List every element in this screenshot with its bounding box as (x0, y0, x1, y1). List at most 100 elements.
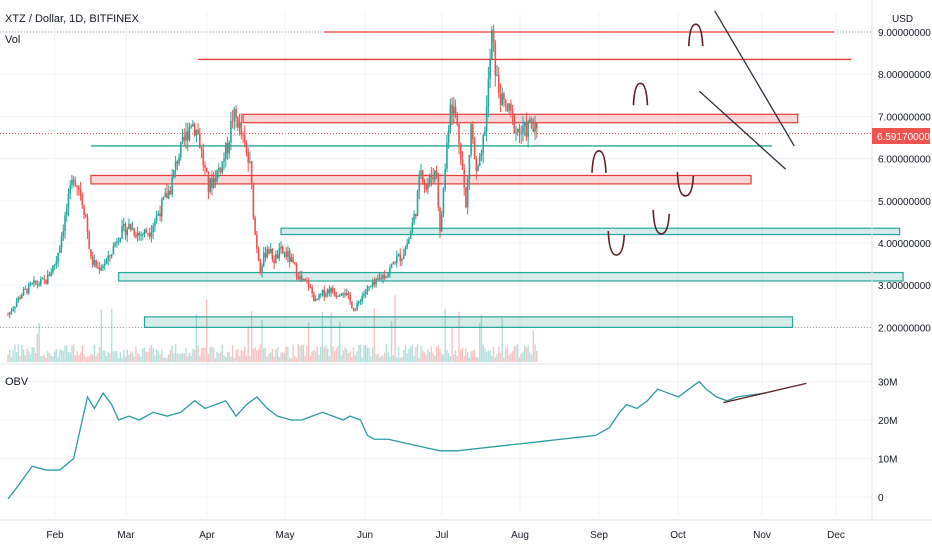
candle-body (342, 293, 345, 295)
drawn-arc[interactable] (607, 230, 626, 256)
candle-body (344, 293, 346, 296)
volume-bar (302, 344, 305, 362)
candle-body (472, 124, 474, 140)
trendline[interactable] (698, 90, 787, 170)
candle-body (174, 161, 177, 170)
candle-body (157, 213, 160, 216)
volume-bar (373, 308, 376, 362)
support-zone[interactable] (280, 227, 901, 236)
support-zone[interactable] (143, 316, 794, 329)
volume-bar (368, 347, 370, 362)
volume-bar (314, 351, 317, 362)
candle-body (121, 225, 123, 239)
volume-bar (311, 351, 313, 362)
resistance-zone[interactable] (242, 113, 799, 124)
volume-bar (389, 356, 391, 362)
volume-bar (110, 308, 113, 362)
candle-body (287, 250, 289, 258)
volume-bar (136, 352, 139, 362)
candle-body (140, 234, 142, 236)
price-levels[interactable] (90, 31, 904, 329)
volume-bar (256, 350, 258, 362)
candle-body (396, 256, 398, 264)
volume-bar (494, 357, 496, 362)
candle-body (439, 207, 441, 232)
candle-body (209, 178, 211, 192)
candle-body (347, 293, 350, 296)
candle-body (145, 229, 148, 234)
volume-bar (485, 352, 488, 362)
candle-body (504, 99, 507, 106)
volume-bar (351, 357, 353, 362)
volume-bar (340, 355, 343, 362)
volume-bar (358, 345, 360, 362)
candle-body (427, 184, 429, 190)
candle-body (84, 215, 87, 218)
candle-body (477, 165, 479, 171)
candle-body (454, 106, 457, 116)
candle-body (178, 157, 180, 164)
volume-bar (50, 355, 52, 362)
candle-body (166, 193, 168, 199)
volume-bar (342, 350, 344, 362)
obv-tick-label: 30M (878, 378, 897, 389)
drawn-arc[interactable] (591, 150, 607, 173)
drawn-arc[interactable] (652, 209, 670, 235)
candle-body (302, 278, 305, 281)
annotations[interactable] (591, 10, 795, 256)
candle-body (316, 298, 319, 300)
candle-body (338, 295, 341, 297)
candle-body (219, 168, 222, 173)
month-tick-label: Feb (46, 530, 64, 541)
volume-bar (107, 351, 109, 362)
candle-body (261, 266, 263, 274)
volume-bar (337, 346, 339, 362)
volume-bar (525, 347, 528, 362)
candle-body (197, 129, 199, 134)
volume-bar (159, 354, 161, 362)
volume-bar (451, 327, 453, 362)
volume-bar (415, 346, 417, 362)
volume-bar (316, 346, 319, 362)
volume-bar (81, 345, 84, 362)
obv-trendline[interactable] (723, 382, 807, 404)
volume-bar (345, 348, 348, 362)
volume-bar (206, 299, 208, 362)
drawn-arc[interactable] (687, 23, 704, 47)
candle-body (109, 255, 111, 257)
candle-body (19, 297, 21, 299)
candle-body (515, 131, 517, 133)
volume-bar (409, 346, 412, 362)
candle-body (186, 131, 189, 141)
volume-bar (515, 345, 517, 362)
volume-bar (7, 354, 9, 362)
volume-bar (454, 350, 457, 362)
volume-bar (187, 356, 189, 362)
candle-body (385, 276, 388, 278)
volume-bar (378, 357, 381, 362)
candle-body (192, 124, 194, 126)
candle-body (264, 252, 267, 258)
candle-body (245, 142, 248, 153)
candle-body (363, 294, 365, 296)
volume-bar (384, 352, 386, 362)
candle-body (22, 289, 25, 295)
trendline[interactable] (714, 10, 795, 147)
candle-body (283, 252, 286, 254)
volume-bar (221, 344, 223, 362)
volume-bar (183, 353, 185, 362)
candle-body (335, 295, 338, 297)
candle-body (333, 292, 336, 296)
candle-body (60, 236, 63, 247)
volume-bar (288, 357, 291, 362)
drawn-arc[interactable] (632, 82, 649, 106)
candle-body (190, 125, 192, 128)
volume-bar (164, 357, 166, 362)
month-tick-label: Oct (670, 530, 686, 541)
volume-bar (250, 311, 253, 362)
support-zone[interactable] (117, 271, 904, 282)
candle-body (328, 289, 331, 293)
drawn-arc[interactable] (676, 171, 695, 197)
price-tick-label: 4.00000000 (878, 239, 931, 250)
